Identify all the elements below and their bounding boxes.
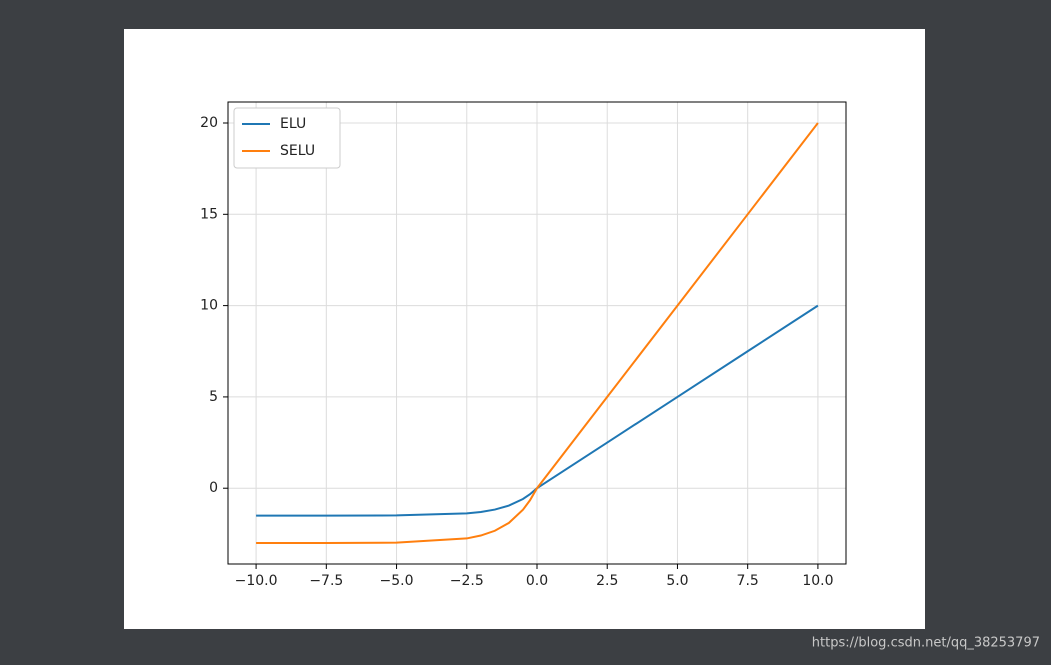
legend-label: ELU [280,116,306,132]
legend-label: SELU [280,143,315,159]
x-tick-label: −10.0 [235,573,278,589]
x-tick-label: 0.0 [526,573,548,589]
y-tick-label: 15 [200,206,218,222]
x-tick-label: 10.0 [802,573,833,589]
x-tick-label: 2.5 [596,573,618,589]
x-tick-label: −5.0 [380,573,414,589]
axes-frame [227,101,847,565]
y-tick-label: 20 [200,115,218,131]
series-line [256,122,819,544]
series-line [256,304,819,517]
watermark: https://blog.csdn.net/qq_38253797 [812,636,1040,651]
y-tick-label: 0 [209,480,218,496]
x-tick-label: 5.0 [666,573,688,589]
x-tick-label: 7.5 [737,573,759,589]
x-tick-label: −7.5 [309,573,343,589]
x-tick-label: −2.5 [450,573,484,589]
y-tick-label: 5 [209,389,218,405]
y-tick-label: 10 [200,298,218,314]
